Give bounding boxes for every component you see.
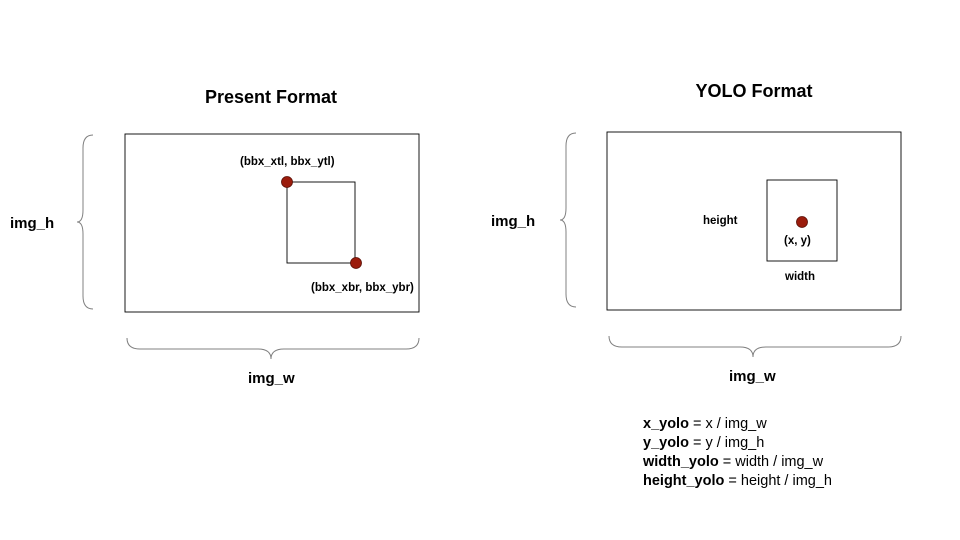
formula-variable: width_yolo <box>643 454 719 470</box>
present-format-panel: Present Format img_h (bbx_xtl, bbx_ytl) … <box>10 87 420 387</box>
present-img-w-label: img_w <box>248 370 295 387</box>
formula-expression: = y / img_h <box>688 435 765 451</box>
formula-expression: = width / img_w <box>718 454 824 470</box>
present-top-left-label: (bbx_xtl, bbx_ytl) <box>240 156 335 168</box>
yolo-width-label: width <box>784 271 815 283</box>
yolo-width-brace <box>608 335 902 358</box>
yolo-formulas: x_yolo = x / img_w y_yolo = y / img_h wi… <box>643 415 832 491</box>
yolo-center-point <box>796 216 808 228</box>
yolo-height-label: height <box>703 215 738 227</box>
yolo-img-w-label: img_w <box>729 368 776 385</box>
yolo-img-h-label: img_h <box>491 213 535 230</box>
present-format-title: Present Format <box>205 87 337 107</box>
yolo-format-panel: YOLO Format img_h height (x, y) width im… <box>491 81 902 385</box>
formula-line: height_yolo = height / img_h <box>643 472 832 491</box>
yolo-format-title: YOLO Format <box>695 81 812 101</box>
present-bounding-box <box>286 181 356 264</box>
present-top-left-point <box>281 176 293 188</box>
present-bottom-right-point <box>350 257 362 269</box>
formula-expression: = x / img_w <box>688 416 767 432</box>
yolo-height-brace <box>559 132 577 308</box>
formula-line: y_yolo = y / img_h <box>643 434 832 453</box>
yolo-bounding-box <box>766 179 838 262</box>
yolo-center-label: (x, y) <box>784 235 811 247</box>
present-width-brace <box>126 337 420 360</box>
yolo-image-frame <box>606 131 902 311</box>
present-img-h-label: img_h <box>10 215 54 232</box>
present-height-brace <box>76 134 94 310</box>
present-bottom-right-label: (bbx_xbr, bbx_ybr) <box>311 282 414 294</box>
formula-line: x_yolo = x / img_w <box>643 415 832 434</box>
present-image-frame <box>124 133 420 313</box>
formula-expression: = height / img_h <box>724 473 832 489</box>
formula-variable: x_yolo <box>643 416 689 432</box>
formula-variable: height_yolo <box>643 473 725 489</box>
formula-line: width_yolo = width / img_w <box>643 453 832 472</box>
formula-variable: y_yolo <box>643 435 689 451</box>
